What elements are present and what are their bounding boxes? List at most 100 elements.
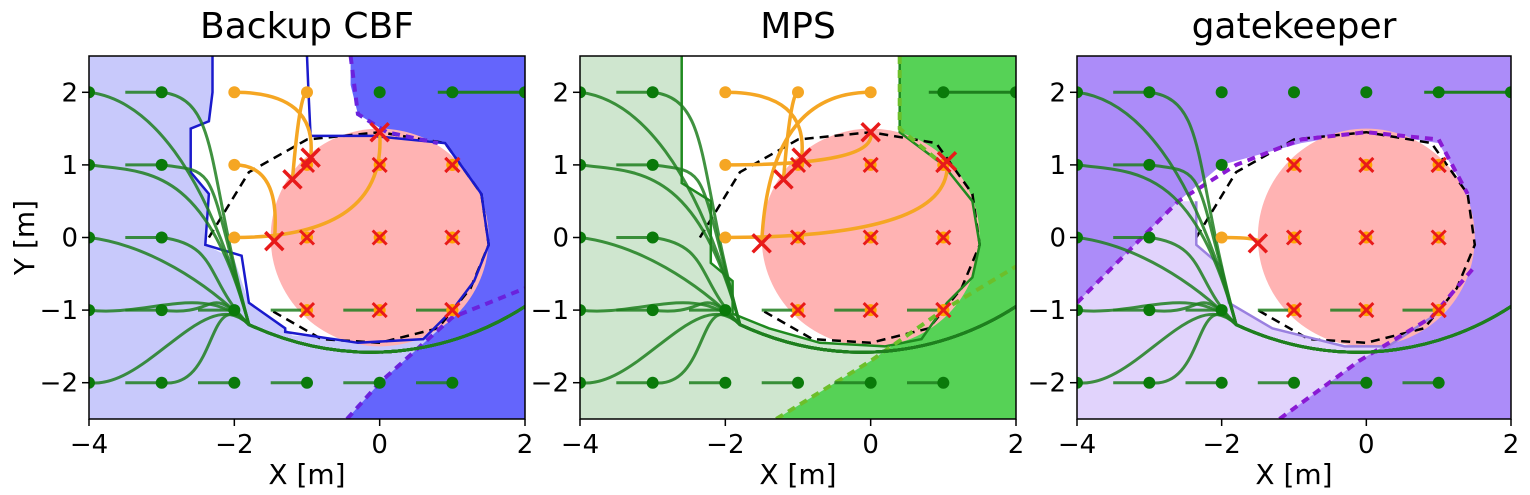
x-axis-label: X [m] xyxy=(759,458,836,491)
start-point xyxy=(864,376,877,389)
collision-marker xyxy=(1430,302,1447,319)
start-point xyxy=(937,376,950,389)
start-point xyxy=(155,304,168,317)
failed-trajectory xyxy=(759,90,871,244)
start-point xyxy=(155,86,168,99)
y-axis-label: Y [m] xyxy=(8,200,41,276)
collision-marker xyxy=(1358,156,1375,173)
start-point xyxy=(228,304,241,317)
x-axis-label: X [m] xyxy=(268,458,345,491)
start-point xyxy=(646,304,659,317)
x-tick-label: −4 xyxy=(561,430,599,460)
collision-marker xyxy=(444,156,461,173)
failed-start-point xyxy=(1215,231,1228,244)
start-point xyxy=(646,231,659,244)
collision-marker xyxy=(1430,156,1447,173)
start-point xyxy=(228,376,241,389)
trajectory xyxy=(1113,305,1511,385)
collision-marker xyxy=(444,302,461,319)
collision-marker xyxy=(936,151,958,172)
safe-region-dark xyxy=(776,56,1016,419)
safe-region-light xyxy=(89,56,453,419)
safe-set-boundary-dashed xyxy=(345,286,525,419)
collision-marker xyxy=(751,233,772,254)
start-point xyxy=(646,376,659,389)
failed-start-point xyxy=(228,86,241,99)
safe-set-boundary-dashed xyxy=(775,264,1016,419)
x-tick-label: −2 xyxy=(706,430,744,460)
start-point xyxy=(580,86,586,99)
y-tick-label: −2 xyxy=(531,369,569,399)
start-point xyxy=(937,86,950,99)
failed-start-point xyxy=(301,86,313,99)
panel-title: gatekeeper xyxy=(1192,6,1397,47)
collision-marker xyxy=(371,156,388,173)
start-point xyxy=(373,376,386,389)
safe-region-dark xyxy=(1077,56,1511,419)
start-point xyxy=(155,231,168,244)
start-point xyxy=(1505,86,1511,99)
collision-marker xyxy=(860,121,881,143)
collision-marker xyxy=(935,229,952,246)
start-point xyxy=(1143,231,1156,244)
start-point xyxy=(89,304,95,317)
start-point xyxy=(1360,376,1373,389)
collision-marker xyxy=(298,302,316,319)
x-tick-label: 0 xyxy=(1358,430,1375,460)
start-point xyxy=(1432,376,1445,389)
start-point xyxy=(792,376,804,389)
plot-area xyxy=(89,56,525,419)
start-point xyxy=(89,231,95,244)
start-point xyxy=(580,304,586,317)
start-point xyxy=(1215,304,1228,317)
y-tick-label: 0 xyxy=(1049,224,1066,254)
failed-start-point xyxy=(228,231,241,244)
start-point xyxy=(89,376,95,389)
start-point xyxy=(1010,86,1016,99)
failed-start-point xyxy=(228,158,241,171)
failed-start-point xyxy=(719,86,732,99)
start-point xyxy=(646,158,659,171)
collision-marker xyxy=(773,169,794,190)
collision-marker xyxy=(1358,302,1375,319)
collision-marker xyxy=(862,229,879,246)
collision-marker xyxy=(371,302,388,319)
start-point xyxy=(719,304,732,317)
collision-marker xyxy=(298,229,316,246)
safe-set-boundary-dashed xyxy=(897,56,945,167)
collision-marker xyxy=(444,229,461,246)
y-tick-label: 0 xyxy=(61,224,78,254)
y-tick-label: −1 xyxy=(531,296,569,326)
start-point xyxy=(1143,304,1156,317)
failed-start-point xyxy=(864,86,877,99)
start-point xyxy=(580,231,586,244)
x-tick-label: −2 xyxy=(1203,430,1241,460)
x-tick-label: 0 xyxy=(862,430,879,460)
collision-marker xyxy=(300,147,321,168)
collision-marker xyxy=(789,302,807,319)
x-tick-label: 2 xyxy=(517,430,534,460)
start-point xyxy=(1288,376,1300,389)
failed-trajectory xyxy=(725,161,949,240)
start-point xyxy=(1360,86,1373,99)
x-tick-label: −2 xyxy=(215,430,253,460)
collision-marker xyxy=(789,229,807,246)
start-point xyxy=(1215,86,1228,99)
failed-start-point xyxy=(719,158,732,171)
collision-marker xyxy=(1285,156,1303,173)
start-point xyxy=(1288,86,1300,99)
y-tick-label: 2 xyxy=(61,78,78,108)
plot-area xyxy=(1077,56,1511,419)
trajectory xyxy=(125,305,525,385)
safe-set-boundary xyxy=(1195,201,1433,348)
trajectory xyxy=(616,305,1016,385)
collision-marker xyxy=(935,302,952,319)
plot-area xyxy=(580,56,1016,419)
start-point xyxy=(580,376,586,389)
start-point xyxy=(1077,376,1083,389)
start-point xyxy=(155,376,168,389)
y-tick-label: 0 xyxy=(552,224,569,254)
start-point xyxy=(89,158,95,171)
start-point xyxy=(1215,158,1228,171)
start-point xyxy=(1215,376,1228,389)
